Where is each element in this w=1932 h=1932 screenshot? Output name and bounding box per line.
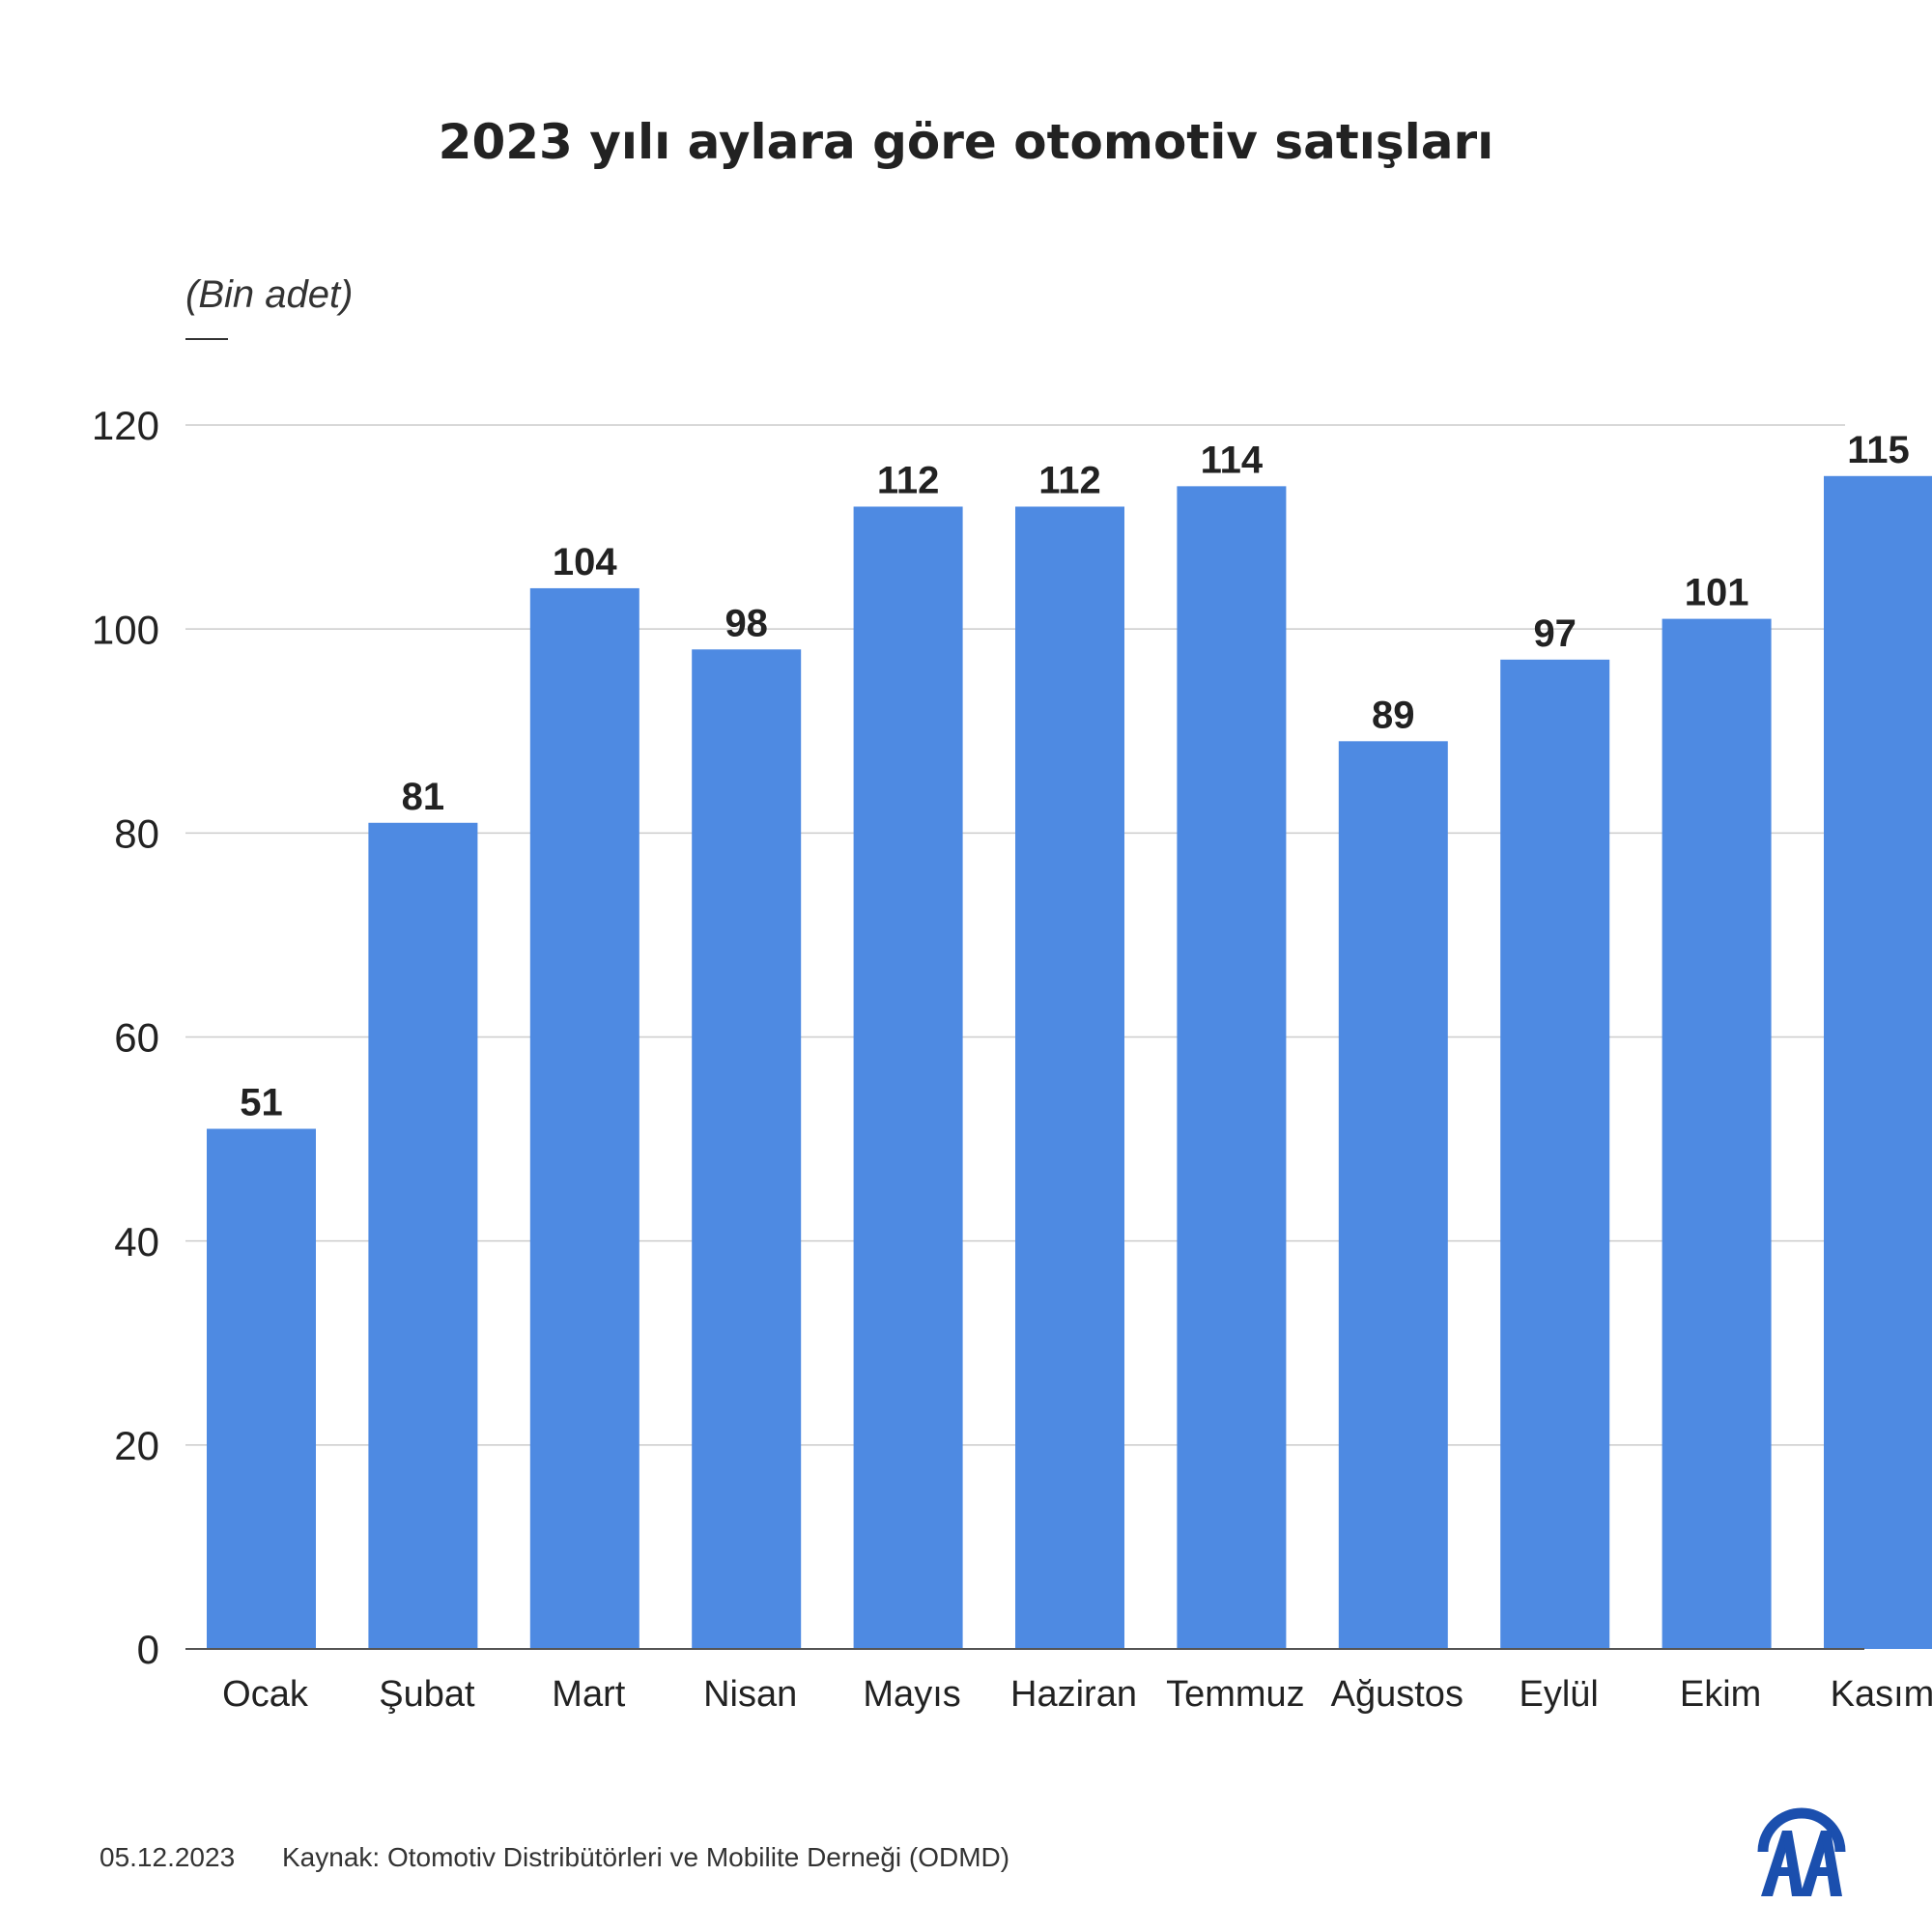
bar [368, 822, 478, 1649]
bar [853, 506, 963, 1649]
unit-label: (Bin adet) [185, 273, 354, 316]
data-label: 81 [402, 776, 445, 818]
bar [207, 1128, 316, 1649]
unit-label-underline [185, 338, 228, 340]
y-tick-label: 120 [92, 403, 159, 448]
chart-title: 2023 yılı aylara göre otomotiv satışları [438, 114, 1494, 170]
x-tick-label: Nisan [703, 1674, 797, 1715]
bar [1662, 618, 1772, 1649]
x-tick-label: Ekim [1680, 1674, 1761, 1715]
source-note: Kaynak: Otomotiv Distribütörleri ve Mobi… [282, 1842, 1010, 1872]
bar [1177, 486, 1287, 1650]
aa-logo-icon [1757, 1807, 1846, 1896]
y-tick-label: 60 [114, 1015, 159, 1061]
data-label: 114 [1201, 439, 1264, 481]
x-tick-label: Ağustos [1331, 1674, 1463, 1715]
x-tick-label: Şubat [379, 1674, 475, 1715]
data-label: 89 [1372, 694, 1415, 736]
y-tick-label: 40 [114, 1219, 159, 1264]
data-label: 98 [724, 602, 768, 644]
bar [1500, 659, 1610, 1649]
data-label: 51 [240, 1082, 283, 1124]
y-tick-label: 100 [92, 607, 159, 652]
x-tick-label: Eylül [1520, 1674, 1599, 1715]
y-tick-label: 20 [114, 1423, 159, 1468]
data-label: 112 [877, 459, 940, 501]
y-tick-label: 0 [137, 1627, 159, 1672]
y-tick-label: 80 [114, 810, 159, 856]
x-tick-label: Ocak [222, 1674, 309, 1715]
bar [529, 587, 639, 1649]
x-tick-label: Mart [552, 1674, 625, 1715]
bar-chart: 0 20 40 60 80 100 120 51 Ocak 81 Şubat 104 Mart 98 Nis… [92, 403, 1932, 1715]
data-label: 101 [1685, 572, 1749, 614]
bar [692, 649, 802, 1649]
data-label: 112 [1038, 459, 1101, 501]
data-label: 104 [553, 541, 617, 583]
x-tick-label: Kasım [1831, 1674, 1932, 1715]
x-tick-label: Temmuz [1166, 1674, 1305, 1715]
x-tick-label: Mayıs [863, 1674, 960, 1715]
bar [1338, 741, 1448, 1649]
data-label: 115 [1847, 429, 1910, 471]
publish-date: 05.12.2023 [99, 1842, 236, 1872]
bar [1824, 475, 1932, 1650]
x-tick-label: Haziran [1010, 1674, 1137, 1715]
data-label: 97 [1533, 612, 1577, 655]
bar [1015, 506, 1124, 1649]
